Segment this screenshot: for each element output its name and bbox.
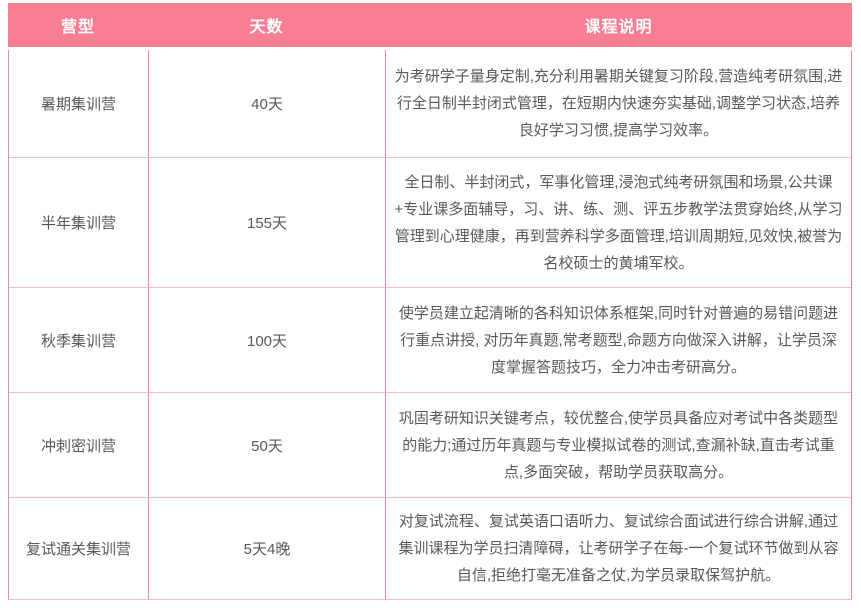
cell-camp-name: 复试通关集训营 (9, 498, 149, 599)
cell-days: 50天 (149, 393, 386, 497)
cell-description: 巩固考研知识关键考点，较优整合,使学员具备应对考试中各类题型的能力;通过历年真题… (398, 409, 839, 481)
cell-days: 100天 (149, 288, 386, 392)
cell-days: 40天 (149, 50, 386, 157)
table-row: 秋季集训营 100天 使学员建立起清晰的各科知识体系框架,同时针对普遍的易错问题… (9, 287, 851, 392)
cell-camp-name: 半年集训营 (9, 158, 149, 287)
table-row: 冲刺密训营 50天 巩固考研知识关键考点，较优整合,使学员具备应对考试中各类题型… (9, 392, 851, 497)
table-row: 复试通关集训营 5天4晚 对复试流程、复试英语口语听力、复试综合面试进行综合讲解… (9, 497, 851, 599)
column-header-days: 天数 (249, 19, 284, 36)
cell-description: 对复试流程、复试英语口语听力、复试综合面试进行综合讲解,通过集训课程为学员扫清障… (398, 513, 839, 584)
cell-days: 155天 (149, 158, 386, 287)
column-header-description: 课程说明 (584, 19, 653, 36)
cell-days: 5天4晚 (149, 498, 386, 599)
cell-camp-name: 冲刺密训营 (9, 393, 149, 497)
table-row: 半年集训营 155天 全日制、半封闭式，军事化管理,浸泡式纯考研氛围和场景,公共… (9, 157, 851, 287)
column-header-camp-type: 营型 (60, 19, 95, 36)
table-header-row: 营型 天数 课程说明 (8, 3, 852, 47)
course-table: 营型 天数 课程说明 暑期集训营 40天 为考研学子量身定制,充分利用暑期关键复… (8, 3, 852, 600)
cell-camp-name: 暑期集训营 (9, 50, 149, 157)
table-body: 暑期集训营 40天 为考研学子量身定制,充分利用暑期关键复习阶段,营造纯考研氛围… (8, 50, 852, 600)
cell-description: 使学员建立起清晰的各科知识体系框架,同时针对普遍的易错问题进行重点讲授, 对历年… (398, 304, 839, 376)
cell-description: 全日制、半封闭式，军事化管理,浸泡式纯考研氛围和场景,公共课+专业课多面辅导，习… (394, 173, 843, 272)
cell-description: 为考研学子量身定制,充分利用暑期关键复习阶段,营造纯考研氛围,进行全日制半封闭式… (394, 68, 843, 139)
table-row: 暑期集训营 40天 为考研学子量身定制,充分利用暑期关键复习阶段,营造纯考研氛围… (9, 50, 851, 157)
cell-camp-name: 秋季集训营 (9, 288, 149, 392)
